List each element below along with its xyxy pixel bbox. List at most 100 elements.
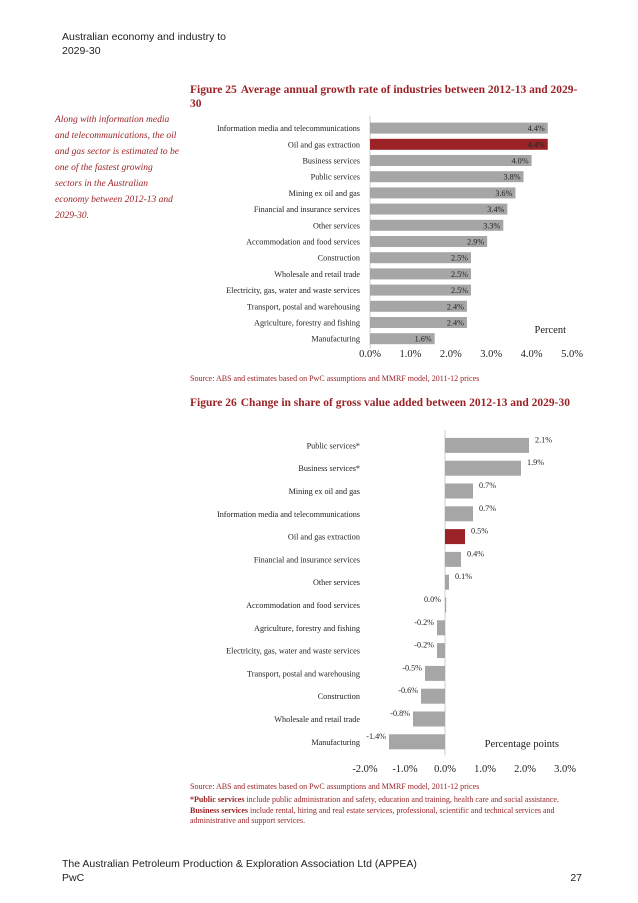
value-label-1: 4.4% [528,124,545,133]
figure-26-number: Figure 26 [190,397,237,409]
value-label-4: 0.7% [479,504,496,513]
bar-7 [445,574,449,590]
value-label-14: -1.4% [366,732,386,741]
category-label-4: Public services [311,173,360,182]
value-label-5: 0.5% [471,527,488,536]
bar-4 [370,171,524,183]
figure-25-source: Source: ABS and estimates based on PwC a… [190,374,480,383]
bar-6 [445,551,461,567]
bar-14 [370,333,435,345]
category-label-4: Information media and telecommunications [217,510,360,519]
bar-13 [370,317,467,328]
figure-26-footnote: *Public services include public administ… [190,795,570,827]
category-label-8: Accommodation and food services [246,601,360,610]
value-label-6: 3.4% [487,205,504,214]
x-tick-label-1: -2.0% [352,764,378,775]
figure-26-source: Source: ABS and estimates based on PwC a… [190,782,480,791]
category-label-14: Manufacturing [311,738,360,747]
category-label-5: Oil and gas extraction [288,533,360,542]
bar-11 [425,665,445,681]
bar-10 [437,643,445,659]
bar-14 [389,734,445,750]
category-label-9: Construction [318,254,360,263]
category-label-11: Electricity, gas, water and waste servic… [226,286,360,295]
value-label-9: 2.5% [451,254,468,263]
bar-5 [370,187,516,199]
value-label-6: 0.4% [467,549,484,558]
bar-3 [445,483,473,499]
value-label-3: 0.7% [479,481,496,490]
value-label-9: -0.2% [414,618,434,627]
bar-8 [370,236,488,247]
bar-13 [413,711,445,727]
value-label-5: 3.6% [495,189,512,198]
x-tick-label-5: 2.0% [514,764,536,775]
bar-5 [445,529,465,545]
category-label-1: Public services* [307,441,360,450]
x-axis-unit-label: Percentage points [485,739,559,750]
note-public-services-label: *Public services [190,795,245,804]
x-tick-label-3: 0.0% [434,764,456,775]
bar-3 [370,155,532,166]
bar-9 [370,252,471,264]
x-tick-label-2: 1.0% [399,349,421,360]
value-label-10: 2.5% [451,270,468,279]
footer-firm: PwC [62,872,85,884]
note-business-services-label: Business services [190,805,248,815]
value-label-7: 0.1% [455,572,472,581]
header-line-1: Australian economy and industry to [62,31,227,43]
header-line-2: 2029-30 [62,45,101,57]
category-label-2: Oil and gas extraction [288,140,360,149]
value-label-12: 2.4% [447,302,464,311]
x-tick-label-4: 3.0% [480,349,502,360]
value-label-11: 2.5% [451,286,468,295]
value-label-1: 2.1% [535,435,552,444]
value-label-3: 4.0% [512,157,529,166]
category-label-7: Other services [313,578,360,587]
figure-26-title-text: Change in share of gross value added bet… [240,397,571,409]
category-label-6: Financial and insurance services [254,555,360,564]
value-label-2: 1.9% [527,458,544,467]
bar-12 [370,300,467,312]
bar-10 [370,268,471,280]
sidebar-callout: Along with information media and telecom… [55,115,180,221]
category-label-11: Transport, postal and warehousing [247,669,360,678]
bar-12 [421,688,445,704]
bar-9 [437,620,445,636]
bar-2 [370,138,548,150]
category-label-14: Manufacturing [311,335,360,344]
value-label-10: -0.2% [414,641,434,650]
value-label-12: -0.6% [398,686,418,695]
x-tick-label-5: 4.0% [521,349,543,360]
running-header: Australian economy and industry to 2029-… [62,30,262,58]
page-number: 27 [570,872,582,884]
bar-8 [445,597,447,613]
category-label-2: Business services* [298,464,360,473]
bar-1 [445,437,529,453]
value-label-11: -0.5% [402,663,422,672]
x-tick-label-4: 1.0% [474,764,496,775]
category-label-6: Financial and insurance services [254,205,360,214]
note-public-services-text: include public administration and safety… [244,795,559,804]
bar-11 [370,284,471,296]
x-axis-unit-label: Percent [535,325,567,336]
value-label-2: 4.4% [528,140,545,149]
footer-organisation: The Australian Petroleum Production & Ex… [62,858,417,870]
value-label-8: 2.9% [467,238,484,247]
x-tick-label-3: 2.0% [440,349,462,360]
category-label-13: Wholesale and retail trade [274,715,360,724]
category-label-5: Mining ex oil and gas [289,189,360,198]
category-label-3: Business services [302,157,360,166]
bar-7 [370,219,504,231]
category-label-12: Construction [318,692,360,701]
category-label-8: Accommodation and food services [246,238,360,247]
category-label-7: Other services [313,221,360,230]
bar-2 [445,460,521,476]
value-label-7: 3.3% [483,221,500,230]
value-label-13: -0.8% [390,709,410,718]
x-tick-label-6: 5.0% [561,349,583,360]
value-label-14: 1.6% [415,335,432,344]
x-tick-label-6: 3.0% [554,764,576,775]
category-label-1: Information media and telecommunications [217,124,360,133]
